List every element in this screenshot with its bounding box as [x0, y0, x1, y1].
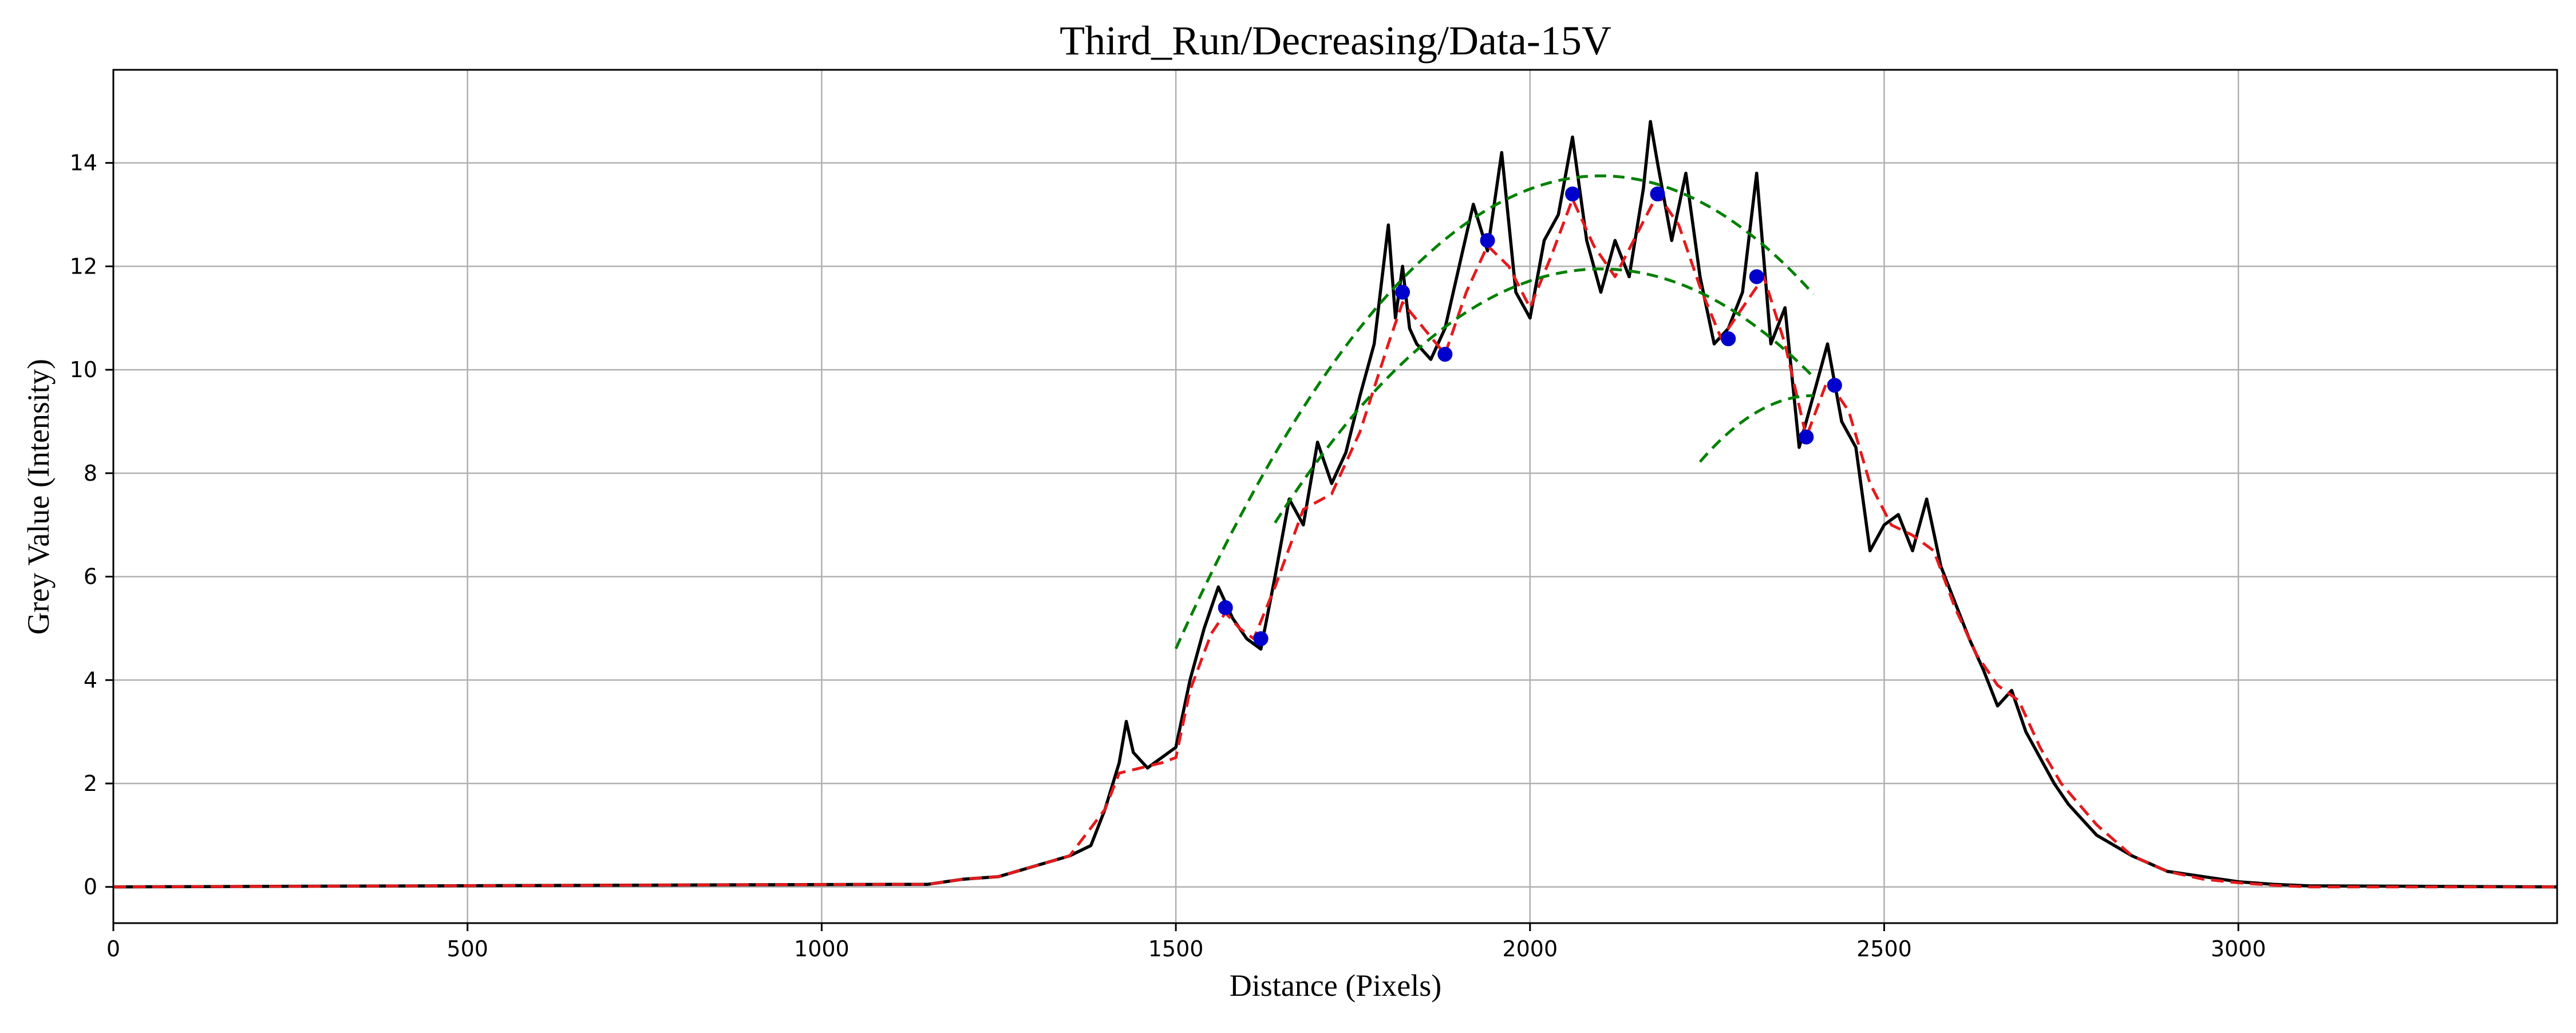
x-axis-label: Distance (Pixels) [1230, 968, 1441, 1003]
y-tick-label: 0 [84, 874, 97, 900]
x-tick-label: 0 [106, 936, 120, 961]
peak-marker [1827, 378, 1842, 393]
fit-curve [1174, 174, 1815, 650]
x-tick-label: 500 [447, 936, 488, 961]
peak-marker [1480, 233, 1495, 248]
x-tick-label: 3000 [2211, 936, 2266, 961]
y-tick-label: 6 [84, 564, 97, 589]
peak-marker [1253, 631, 1269, 646]
y-tick-label: 10 [70, 357, 97, 382]
y-tick-label: 14 [70, 151, 97, 176]
y-tick-label: 2 [84, 771, 97, 796]
grid [112, 70, 2557, 923]
fit-curve [1274, 267, 1815, 524]
ticks: 0 500 1000 1500 2000 2500 3000 0 2 4 6 8 10 12 14 [70, 151, 2266, 961]
peak-marker [1218, 600, 1233, 615]
y-tick-label: 8 [84, 461, 97, 486]
x-tick-label: 2500 [1856, 936, 1912, 961]
chart-title: Third_Run/Decreasing/Data-15V [1060, 18, 1611, 64]
fit-curve [1698, 394, 1814, 463]
y-axis-label: Grey Value (Intensity) [21, 359, 56, 635]
plot-background [113, 70, 2557, 923]
peak-marker [1437, 347, 1453, 362]
peak-marker [1395, 284, 1411, 300]
y-tick-label: 12 [70, 254, 97, 279]
peak-marker [1565, 186, 1581, 201]
peak-marker [1799, 429, 1814, 445]
plot-area [112, 69, 2558, 924]
peak-marker [1650, 186, 1665, 201]
peak-marker [1721, 331, 1736, 346]
x-tick-label: 1000 [794, 936, 850, 961]
x-tick-label: 2000 [1502, 936, 1558, 961]
axes-frame [112, 69, 2558, 924]
peak-marker [1749, 269, 1764, 284]
raw-line [113, 120, 2557, 889]
smoothed-line [113, 192, 2557, 889]
data-layer [113, 120, 2557, 889]
x-tick-label: 1500 [1148, 936, 1204, 961]
y-tick-label: 4 [84, 667, 97, 692]
